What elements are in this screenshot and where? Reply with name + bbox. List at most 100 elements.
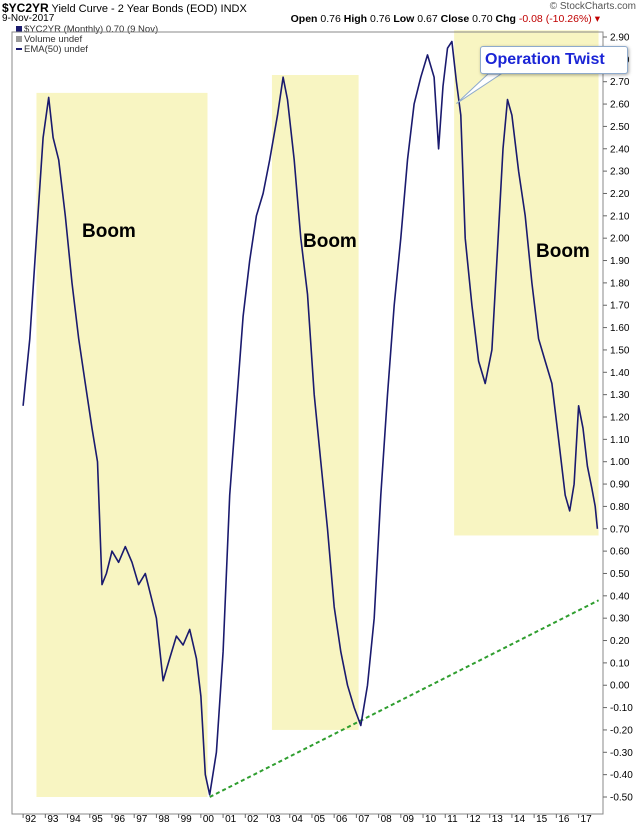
x-tick-label: 10 [425, 814, 437, 823]
x-tick-label: 92 [25, 814, 37, 823]
legend-ema: EMA(50) undef [16, 45, 158, 55]
trendline-layer [209, 599, 600, 798]
x-tick-label: 03 [270, 814, 282, 823]
y-tick-label: 0.30 [610, 614, 630, 625]
x-tick-label: 05 [314, 814, 326, 823]
series-layer [22, 40, 599, 796]
y-tick-label: -0.50 [610, 793, 633, 804]
x-tick-label: 11 [447, 814, 458, 823]
y-tick-label: -0.10 [610, 703, 633, 714]
ohlc-readout: Open 0.76 High 0.76 Low 0.67 Close 0.70 … [291, 13, 600, 25]
y-tick-label: 1.30 [610, 390, 630, 401]
x-tick-label: 02 [247, 814, 259, 823]
operation-twist-callout [480, 46, 628, 74]
y-tick-label: 2.60 [610, 100, 630, 111]
y-tick-label: 0.20 [610, 636, 630, 647]
y-tick-label: 1.20 [610, 413, 630, 424]
high-label: High [343, 13, 368, 25]
y-tick-label: 0.80 [610, 502, 630, 513]
ema-swatch-icon [16, 48, 22, 51]
y-tick-label: -0.40 [610, 770, 633, 781]
x-tick-label: 01 [225, 814, 237, 823]
open-value: 0.76 [320, 13, 341, 25]
y-tick-label: 1.10 [610, 435, 630, 446]
x-tick-label: 17 [581, 814, 593, 823]
x-tick-label: 08 [381, 814, 393, 823]
chart-header: $YC2YR Yield Curve - 2 Year Bonds (EOD) … [0, 0, 640, 44]
y-tick-label: 0.70 [610, 524, 630, 535]
boom-label-1: Boom [82, 221, 136, 242]
x-tick-label: 95 [92, 814, 104, 823]
chart-title-line: $YC2YR Yield Curve - 2 Year Bonds (EOD) … [2, 1, 247, 15]
y-tick-label: 1.60 [610, 323, 630, 334]
boom-label-3: Boom [536, 241, 590, 262]
y-tick-label: 1.00 [610, 457, 630, 468]
x-tick-label: 16 [558, 814, 570, 823]
series-swatch-icon [16, 26, 22, 33]
stockcharts-logo: © StockCharts.com [549, 1, 636, 12]
x-tick-label: 12 [469, 814, 481, 823]
boom-zones [36, 30, 599, 798]
x-tick-label: 00 [203, 814, 215, 823]
chg-value: -0.08 (-10.26%) [518, 13, 592, 25]
boom-zone-1 [36, 92, 208, 798]
y-tick-label: 0.60 [610, 547, 630, 558]
low-value: 0.67 [417, 13, 438, 25]
x-tick-label: 94 [70, 814, 82, 823]
y-tick-label: 2.90 [610, 33, 630, 44]
y-tick-label: 2.50 [610, 122, 630, 133]
x-tick-label: 04 [292, 814, 304, 823]
y-tick-label: 2.00 [610, 234, 630, 245]
x-tick-label: 99 [181, 814, 193, 823]
boom-label-2: Boom [303, 231, 357, 252]
y-tick-label: 2.40 [610, 144, 630, 155]
y-tick-label: 1.90 [610, 256, 630, 267]
x-tick-label: 09 [403, 814, 415, 823]
operation-twist-pointer [456, 73, 503, 105]
operation-twist-label: Operation Twist [485, 51, 605, 68]
x-tick-label: 06 [336, 814, 348, 823]
y-tick-label: 1.70 [610, 301, 630, 312]
x-tick-label: 98 [158, 814, 170, 823]
y-tick-label: 2.30 [610, 167, 630, 178]
symbol-label: $YC2YR [2, 1, 49, 15]
y-tick-label: 2.70 [610, 77, 630, 88]
x-tick-label: 96 [114, 814, 126, 823]
x-tick-label: 97 [136, 814, 148, 823]
boom-zone-3 [454, 30, 599, 536]
y-tick-label: 0.40 [610, 591, 630, 602]
chart-date: 9-Nov-2017 [2, 13, 55, 24]
x-tick-label: 07 [358, 814, 370, 823]
x-tick-label: 93 [47, 814, 59, 823]
y-tick-label: 0.90 [610, 480, 630, 491]
y-tick-label: 0.10 [610, 658, 630, 669]
y-tick-label: -0.20 [610, 725, 633, 736]
chg-label: Chg [495, 13, 516, 25]
y-tick-label: 1.40 [610, 368, 630, 379]
open-label: Open [290, 13, 318, 25]
y-tick-label: 2.10 [610, 211, 630, 222]
chart-title: Yield Curve - 2 Year Bonds (EOD) [51, 3, 218, 15]
close-label: Close [440, 13, 470, 25]
y-tick-label: 1.80 [610, 278, 630, 289]
chart-axes: 2.902.802.702.602.502.402.302.202.102.00… [11, 31, 633, 823]
support-trendline [209, 599, 600, 798]
legend-volume: Volume undef [16, 35, 158, 45]
x-tick-label: 14 [514, 814, 526, 823]
high-value: 0.76 [369, 13, 391, 25]
legend-series: $YC2YR (Monthly) 0.70 (9 Nov) [16, 25, 158, 35]
low-label: Low [393, 13, 415, 25]
y-tick-label: 0.00 [610, 681, 630, 692]
down-arrow-icon: ▾ [594, 13, 600, 25]
y-tick-label: -0.30 [610, 748, 633, 759]
x-tick-label: 13 [492, 814, 504, 823]
plot-frame [11, 31, 604, 815]
exchange-label: INDX [220, 3, 247, 15]
y-tick-label: 1.50 [610, 345, 630, 356]
volume-swatch-icon [16, 36, 22, 43]
y-tick-label: 2.20 [610, 189, 630, 200]
yield-curve-line [22, 40, 599, 796]
close-value: 0.70 [472, 13, 493, 25]
y-tick-label: 0.50 [610, 569, 630, 580]
